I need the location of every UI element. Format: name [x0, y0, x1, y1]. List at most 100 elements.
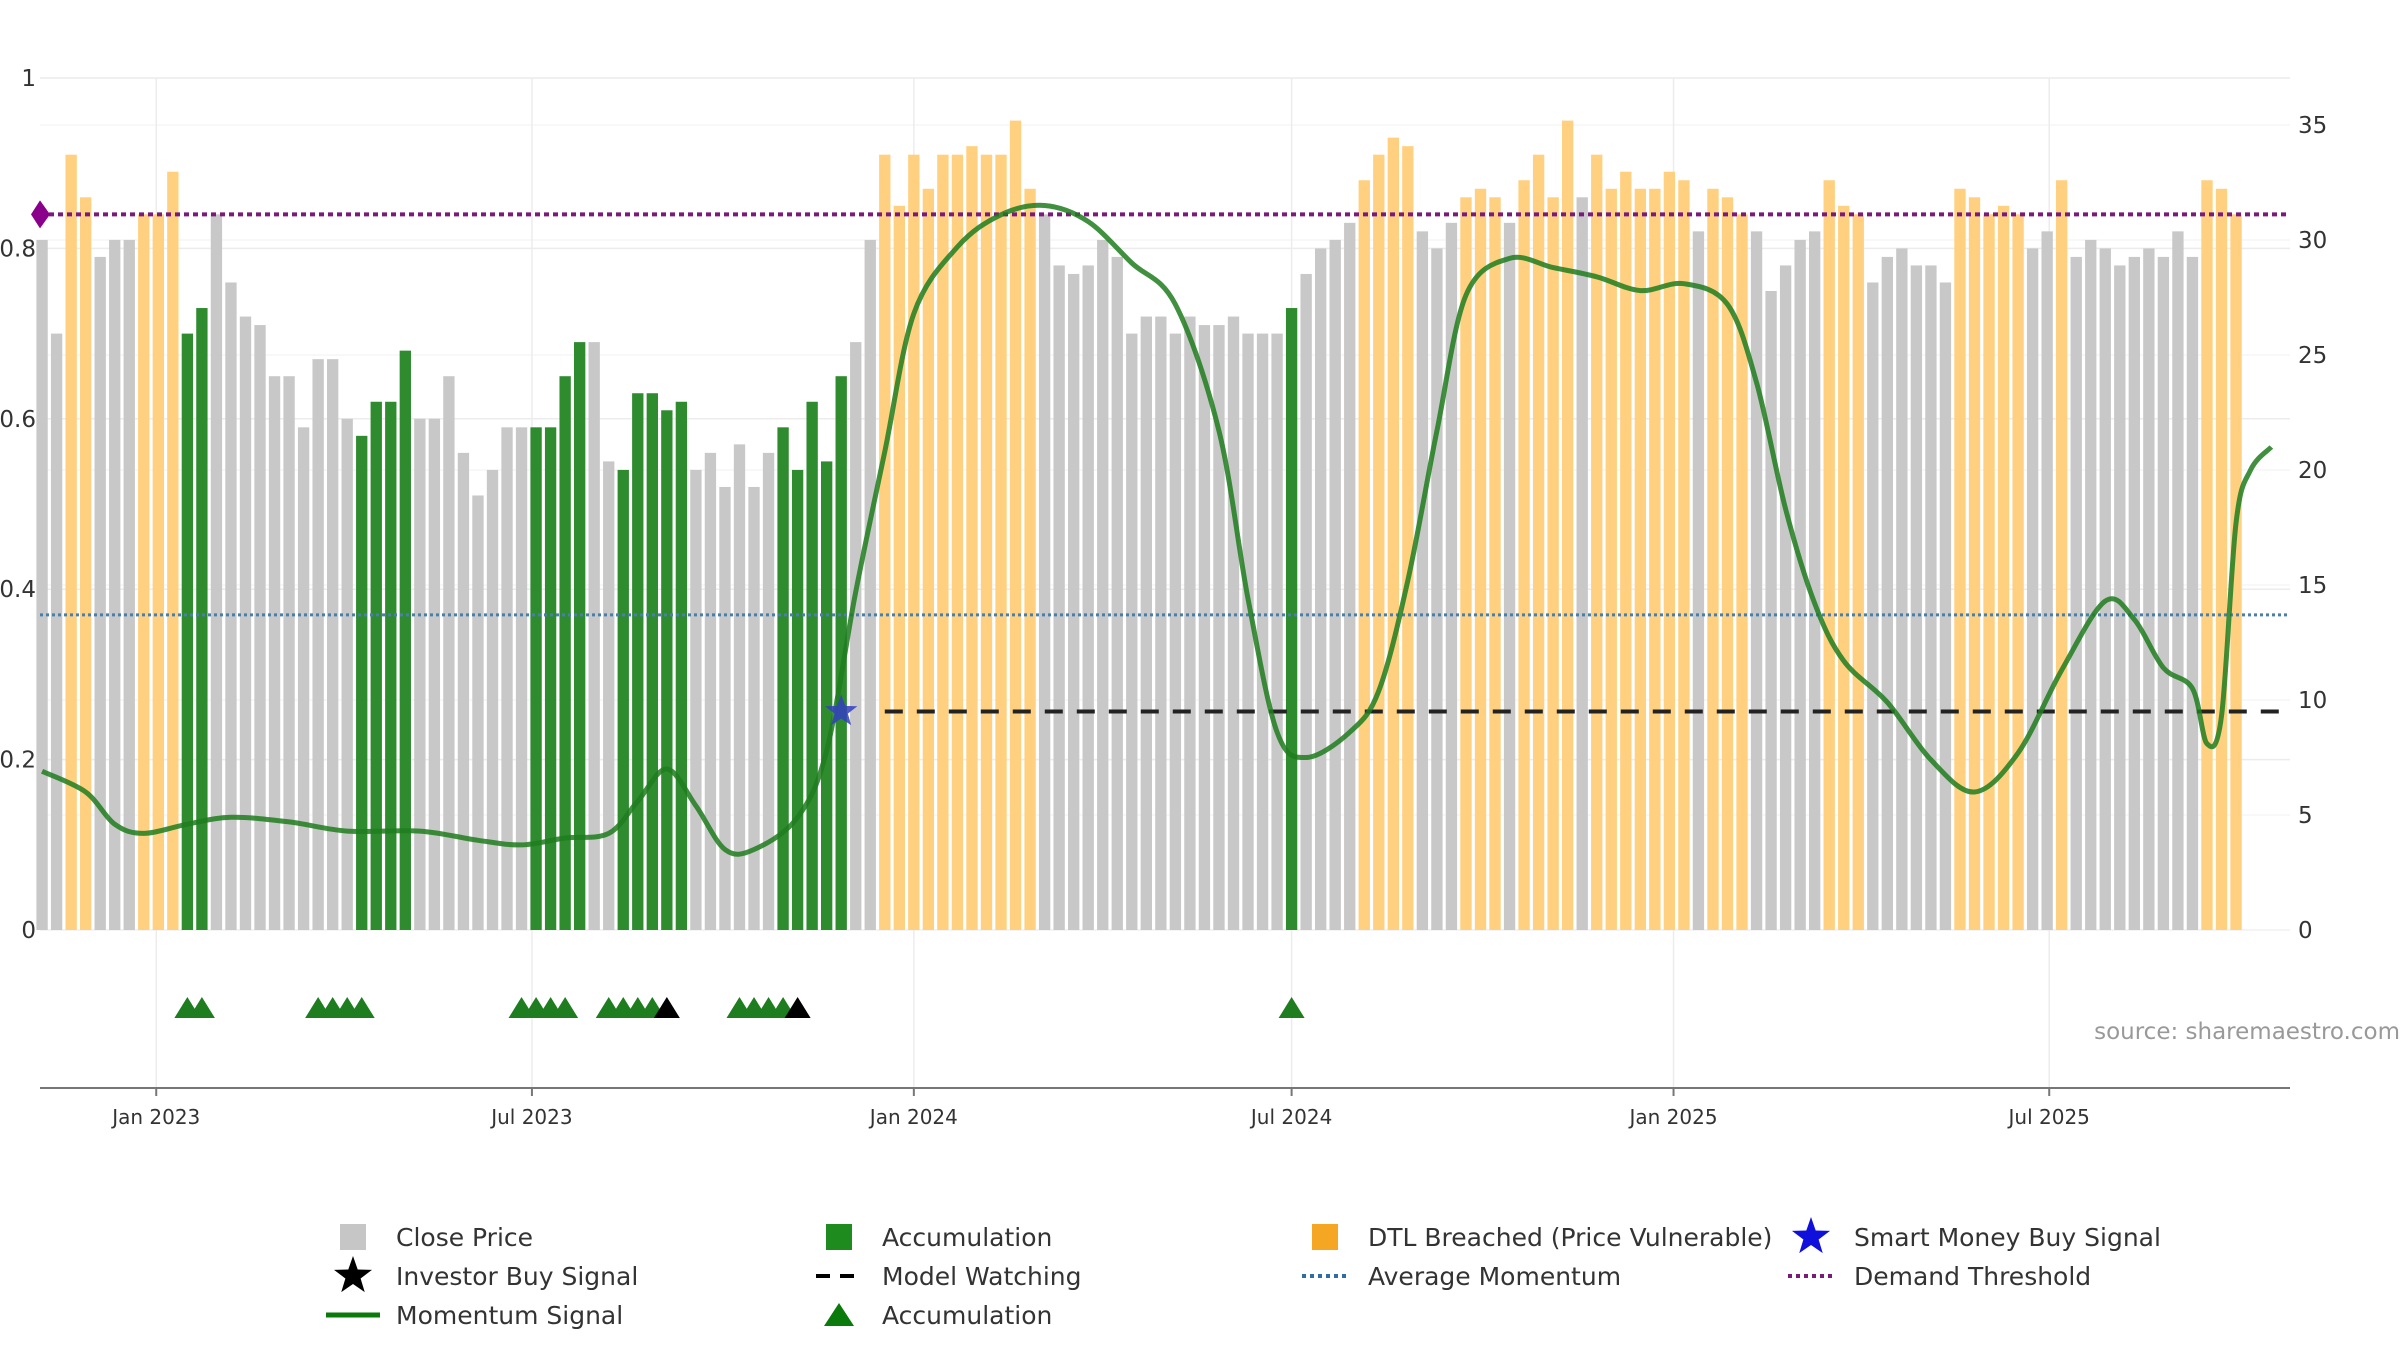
price-bar — [385, 401, 397, 930]
price-bar — [1634, 188, 1646, 930]
legend-label: DTL Breached (Price Vulnerable) — [1368, 1223, 1772, 1252]
accumulation-triangle — [552, 997, 579, 1018]
price-bar — [544, 427, 557, 930]
price-bar — [1547, 197, 1559, 930]
legend-item: DTL Breached (Price Vulnerable) — [1312, 1223, 1772, 1252]
price-bar — [1663, 171, 1676, 931]
price-bar — [341, 418, 353, 930]
price-bar — [762, 452, 775, 930]
x-axis-tick-label: Jan 2024 — [868, 1105, 958, 1129]
price-bar — [326, 359, 339, 930]
price-bar — [922, 188, 935, 930]
price-bar — [2085, 239, 2097, 930]
price-bar — [2186, 256, 2199, 930]
price-bar — [1591, 154, 1603, 930]
markers-layer — [174, 694, 1305, 1018]
price-bar — [472, 495, 484, 930]
price-bar — [2215, 188, 2228, 930]
x-axis-tick-label: Jul 2023 — [489, 1105, 572, 1129]
price-bar — [1300, 273, 1312, 931]
price-bar — [1373, 154, 1385, 930]
price-bar — [1721, 197, 1734, 930]
price-bar — [79, 197, 92, 930]
legend-item: Close Price — [340, 1223, 533, 1252]
price-bar — [1562, 120, 1574, 931]
price-bar — [864, 239, 876, 930]
legend-item: Investor Buy Signal — [333, 1256, 638, 1293]
price-bar — [254, 325, 266, 931]
price-bar — [617, 469, 629, 930]
legend-item: Accumulation — [826, 1223, 1052, 1252]
price-bar — [574, 342, 586, 930]
price-bar — [1315, 248, 1327, 930]
price-bar — [1271, 333, 1283, 931]
price-bar — [675, 401, 688, 930]
right-axis-tick-label: 5 — [2298, 803, 2313, 829]
price-bar — [1227, 316, 1240, 930]
price-bar — [370, 401, 382, 930]
legend-item: Accumulation — [824, 1301, 1052, 1330]
price-bar — [1881, 256, 1893, 930]
price-bar — [1344, 222, 1356, 931]
price-bar — [690, 469, 702, 930]
price-bar — [312, 359, 324, 930]
x-axis-tick-label: Jan 2023 — [110, 1105, 200, 1129]
x-axis-tick-label: Jul 2024 — [1249, 1105, 1332, 1129]
price-bar — [1983, 214, 1995, 930]
price-bar — [443, 376, 455, 930]
price-bar — [588, 342, 600, 930]
right-axis-tick-label: 30 — [2298, 228, 2327, 254]
price-bar — [515, 427, 528, 930]
price-bar — [1198, 325, 1211, 931]
price-bar — [1532, 154, 1545, 930]
price-bar — [748, 486, 760, 930]
price-bar — [1896, 248, 1908, 930]
price-bar — [1692, 231, 1705, 931]
legend-symbol-square — [1312, 1224, 1338, 1250]
price-bar — [1140, 316, 1152, 930]
price-bar — [1474, 188, 1487, 930]
price-bar — [1416, 231, 1429, 931]
price-bar — [1576, 197, 1588, 930]
price-bar — [1068, 273, 1080, 931]
price-bar — [152, 214, 164, 930]
legend-symbol-square — [826, 1224, 852, 1250]
price-bar — [1038, 214, 1051, 930]
price-bar — [530, 427, 542, 930]
price-bar — [966, 146, 978, 930]
price-bar — [1997, 205, 2010, 931]
price-bar — [65, 154, 77, 930]
legend-item: Momentum Signal — [326, 1301, 623, 1330]
price-bar — [1823, 180, 1835, 931]
lines-layer — [31, 200, 2290, 857]
price-bar — [603, 461, 615, 930]
price-bar — [1460, 197, 1472, 930]
legend-item: Average Momentum — [1302, 1262, 1621, 1291]
price-bar — [1794, 239, 1806, 930]
price-bar — [791, 469, 804, 930]
price-bar — [2026, 248, 2039, 930]
price-bar — [980, 154, 993, 930]
legend-label: Momentum Signal — [396, 1301, 623, 1330]
price-bar — [1445, 222, 1458, 931]
left-axis-tick-label: 0 — [21, 918, 36, 944]
price-bar — [2012, 214, 2024, 930]
legend-item: Smart Money Buy Signal — [1791, 1217, 2161, 1254]
price-bar — [1097, 239, 1109, 930]
legend-label: Investor Buy Signal — [396, 1262, 638, 1291]
price-bar — [2099, 248, 2111, 930]
price-bar — [428, 418, 441, 930]
price-bar — [1184, 316, 1196, 930]
price-bar — [1285, 308, 1298, 930]
price-bar — [356, 435, 368, 930]
price-bar — [2201, 180, 2213, 931]
price-bar — [1736, 214, 1748, 930]
right-axis-tick-label: 20 — [2298, 458, 2327, 484]
price-bar — [2128, 256, 2140, 930]
price-bar — [181, 333, 194, 931]
price-bar — [1024, 188, 1036, 930]
price-bar — [1213, 325, 1225, 931]
price-bar — [1649, 188, 1661, 930]
price-bar — [2157, 256, 2170, 930]
